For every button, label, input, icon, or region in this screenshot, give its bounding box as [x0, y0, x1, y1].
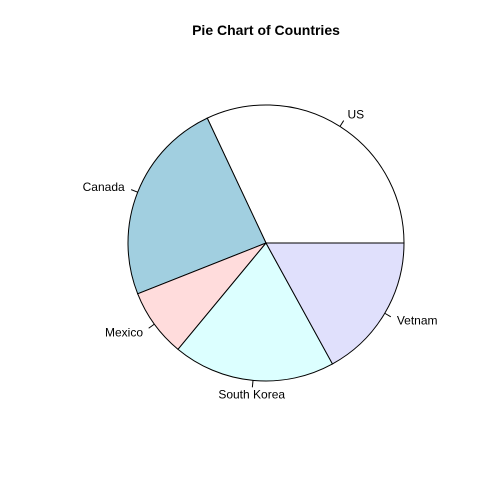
label-us: US — [347, 108, 364, 122]
chart-title: Pie Chart of Countries — [192, 22, 340, 38]
tick-vetnam — [384, 312, 392, 318]
tick-us — [339, 120, 345, 127]
slice-vetnam — [265, 242, 405, 365]
label-south-korea: South Korea — [218, 387, 285, 401]
slice-south-korea — [177, 242, 334, 382]
tick-canada — [130, 189, 138, 193]
slice-canada — [127, 117, 267, 295]
tick-mexico — [148, 323, 155, 329]
slice-labels: US Canada Mexico South Korea Vetnam — [83, 108, 438, 402]
tick-south-korea — [251, 380, 254, 388]
slice-us — [206, 104, 405, 244]
label-ticks — [130, 120, 392, 388]
label-vetnam: Vetnam — [397, 313, 438, 327]
label-canada: Canada — [83, 180, 125, 194]
pie-slices — [127, 104, 405, 382]
label-mexico: Mexico — [105, 325, 143, 339]
